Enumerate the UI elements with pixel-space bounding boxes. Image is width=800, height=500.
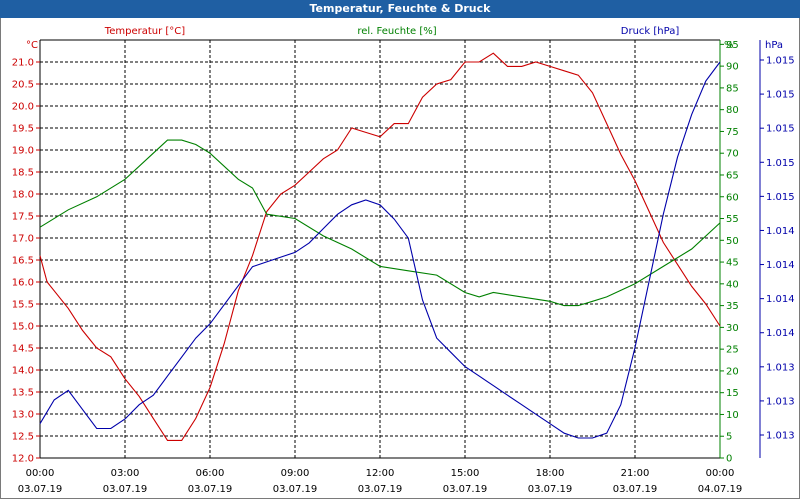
pressure-unit-label: hPa [765,40,783,51]
pressure-tick-label: 1.015 [766,192,795,203]
temperature-tick-label: 13.0 [12,410,34,421]
temperature-tick-label: 17.0 [12,234,34,245]
x-tick-date: 03.07.19 [528,484,573,495]
pressure-tick-label: 1.013 [766,396,795,407]
temperature-tick-label: 21.0 [12,58,34,69]
humidity-tick-label: 50 [726,236,739,247]
humidity-tick-label: 90 [726,62,739,73]
temperature-tick-label: 14.5 [12,344,34,355]
humidity-axis-title: rel. Feuchte [%] [357,26,436,37]
temperature-tick-label: 20.0 [12,102,34,113]
pressure-tick-label: 1.014 [766,226,795,237]
humidity-tick-label: 75 [726,127,739,138]
x-tick-time: 21:00 [621,468,650,479]
temperature-unit-label: °C [26,40,38,51]
humidity-tick-label: 20 [726,366,739,377]
temperature-axis-title: Temperatur [°C] [104,26,185,37]
humidity-unit-label: % [724,40,734,51]
humidity-tick-label: 25 [726,345,739,356]
humidity-line [39,139,721,307]
temperature-tick-label: 16.5 [12,256,34,267]
x-tick-date: 03.07.19 [18,484,63,495]
humidity-tick-label: 0 [726,454,732,465]
x-tick-date: 03.07.19 [103,484,148,495]
chart-title: Temperatur, Feuchte & Druck [0,0,800,18]
humidity-tick-label: 10 [726,410,739,421]
x-tick-date: 03.07.19 [188,484,233,495]
pressure-tick-label: 1.015 [766,90,795,101]
humidity-tick-label: 80 [726,105,739,116]
temperature-tick-label: 14.0 [12,366,34,377]
humidity-tick-label: 30 [726,323,739,334]
temperature-tick-label: 13.5 [12,388,34,399]
axes [36,40,764,459]
x-tick-date: 03.07.19 [273,484,318,495]
humidity-tick-label: 85 [726,83,739,94]
pressure-tick-label: 1.015 [766,124,795,135]
humidity-tick-label: 35 [726,301,739,312]
grid [39,39,721,459]
x-tick-date: 03.07.19 [358,484,403,495]
x-tick-time: 00:00 [706,468,735,479]
pressure-tick-label: 1.015 [766,158,795,169]
pressure-tick-label: 1.014 [766,328,795,339]
humidity-tick-label: 70 [726,149,739,160]
humidity-tick-label: 55 [726,214,739,225]
pressure-tick-label: 1.014 [766,260,795,271]
pressure-axis-title: Druck [hPa] [621,26,680,37]
x-tick-date: 03.07.19 [443,484,488,495]
humidity-tick-label: 5 [726,432,732,443]
humidity-tick-label: 95 [726,40,739,51]
temperature-tick-label: 18.5 [12,168,34,179]
x-tick-time: 18:00 [536,468,565,479]
tick-labels: 00:00 03.07.19 03:00 03.07.19 06:00 03.07.19 0… [12,40,795,495]
humidity-tick-label: 65 [726,170,739,181]
temperature-tick-label: 17.5 [12,212,34,223]
temperature-line [39,52,721,441]
temperature-tick-label: 15.5 [12,300,34,311]
x-tick-time: 03:00 [111,468,140,479]
pressure-tick-label: 1.014 [766,294,795,305]
x-tick-time: 06:00 [196,468,225,479]
x-tick-time: 00:00 [26,468,55,479]
humidity-tick-label: 15 [726,388,739,399]
temperature-tick-label: 12.0 [12,454,34,465]
temperature-tick-label: 19.0 [12,146,34,157]
temperature-tick-label: 19.5 [12,124,34,135]
series-lines [39,52,721,441]
humidity-tick-label: 40 [726,279,739,290]
temperature-tick-label: 18.0 [12,190,34,201]
humidity-tick-label: 60 [726,192,739,203]
pressure-tick-label: 1.015 [766,56,795,67]
pressure-tick-label: 1.013 [766,431,795,442]
pressure-line [39,61,721,439]
pressure-tick-label: 1.013 [766,362,795,373]
temperature-tick-label: 15.0 [12,322,34,333]
x-tick-time: 12:00 [366,468,395,479]
x-tick-time: 15:00 [451,468,480,479]
x-tick-time: 09:00 [281,468,310,479]
temperature-tick-label: 20.5 [12,80,34,91]
temperature-tick-label: 12.5 [12,432,34,443]
x-tick-date: 03.07.19 [613,484,658,495]
humidity-tick-label: 45 [726,258,739,269]
x-tick-date: 04.07.19 [698,484,743,495]
temperature-tick-label: 16.0 [12,278,34,289]
